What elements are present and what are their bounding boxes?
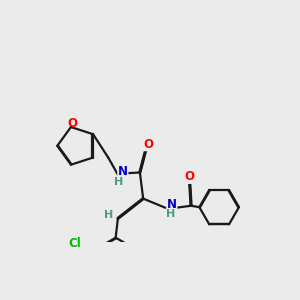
Text: O: O	[67, 117, 77, 130]
Text: H: H	[103, 210, 113, 220]
Text: H: H	[166, 209, 175, 219]
Text: N: N	[118, 165, 128, 178]
Text: N: N	[167, 198, 177, 211]
Text: O: O	[185, 170, 195, 183]
Text: H: H	[114, 177, 123, 187]
Text: O: O	[143, 138, 153, 151]
Text: Cl: Cl	[68, 237, 81, 250]
